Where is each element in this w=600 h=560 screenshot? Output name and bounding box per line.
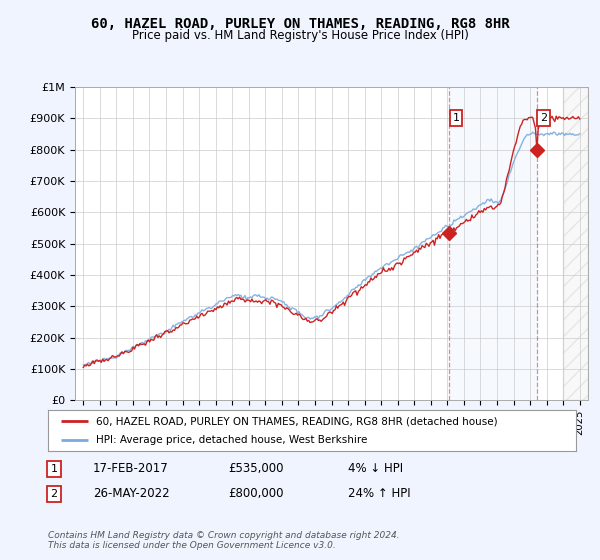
- Text: HPI: Average price, detached house, West Berkshire: HPI: Average price, detached house, West…: [95, 435, 367, 445]
- Text: 4% ↓ HPI: 4% ↓ HPI: [348, 462, 403, 475]
- Text: £535,000: £535,000: [228, 462, 284, 475]
- Text: 17-FEB-2017: 17-FEB-2017: [93, 462, 169, 475]
- Text: 2: 2: [540, 113, 547, 123]
- Text: 60, HAZEL ROAD, PURLEY ON THAMES, READING, RG8 8HR: 60, HAZEL ROAD, PURLEY ON THAMES, READIN…: [91, 17, 509, 31]
- Bar: [563, 87, 588, 400]
- Text: £800,000: £800,000: [228, 487, 284, 501]
- Text: 60, HAZEL ROAD, PURLEY ON THAMES, READING, RG8 8HR (detached house): 60, HAZEL ROAD, PURLEY ON THAMES, READIN…: [95, 417, 497, 426]
- Text: Contains HM Land Registry data © Crown copyright and database right 2024.
This d: Contains HM Land Registry data © Crown c…: [48, 531, 400, 550]
- Bar: [563, 87, 588, 400]
- Text: 1: 1: [50, 464, 58, 474]
- Text: 24% ↑ HPI: 24% ↑ HPI: [348, 487, 410, 501]
- Text: 26-MAY-2022: 26-MAY-2022: [93, 487, 170, 501]
- Bar: [449, 87, 536, 400]
- Text: Price paid vs. HM Land Registry's House Price Index (HPI): Price paid vs. HM Land Registry's House …: [131, 29, 469, 42]
- Text: 2: 2: [50, 489, 58, 499]
- Text: 1: 1: [452, 113, 460, 123]
